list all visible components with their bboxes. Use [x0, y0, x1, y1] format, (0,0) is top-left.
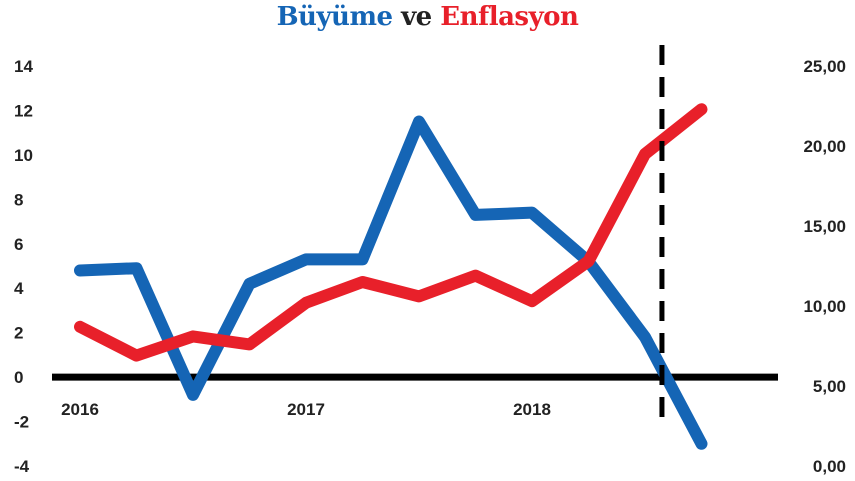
left-tick-label: 2 [14, 324, 23, 343]
x-tick-label: 2017 [287, 400, 325, 419]
left-tick-label: 4 [14, 279, 24, 298]
left-axis-ticks: 14 12 10 8 6 4 2 0 -2 -4 [14, 57, 33, 476]
left-tick-label: 8 [14, 190, 23, 209]
left-tick-label: 6 [14, 235, 23, 254]
left-tick-label: 14 [14, 57, 33, 76]
title-growth: Büyüme [276, 2, 393, 32]
left-tick-label: 0 [14, 368, 23, 387]
title-conjunction: ve [401, 2, 432, 32]
right-tick-label: 25,00 [803, 57, 846, 76]
left-tick-label: 10 [14, 146, 33, 165]
series-line-growth [74, 115, 708, 450]
right-tick-label: 10,00 [803, 297, 846, 316]
right-tick-label: 20,00 [803, 137, 846, 156]
left-tick-label: -2 [14, 413, 29, 432]
x-tick-label: 2016 [61, 400, 99, 419]
left-tick-label: -4 [14, 457, 30, 476]
left-tick-label: 12 [14, 101, 33, 120]
x-tick-label: 2018 [513, 400, 551, 419]
x-axis-ticks: 2016 2017 2018 [61, 400, 551, 419]
title-inflation: Enflasyon [440, 2, 579, 32]
right-tick-label: 5,00 [813, 377, 846, 396]
chart-title: Büyüme ve Enflasyon [0, 2, 855, 32]
right-axis-ticks: 25,00 20,00 15,00 10,00 5,00 0,00 [803, 57, 846, 476]
series-line-inflation [74, 103, 708, 362]
series-group [74, 103, 708, 450]
right-tick-label: 15,00 [803, 217, 846, 236]
right-tick-label: 0,00 [813, 457, 846, 476]
